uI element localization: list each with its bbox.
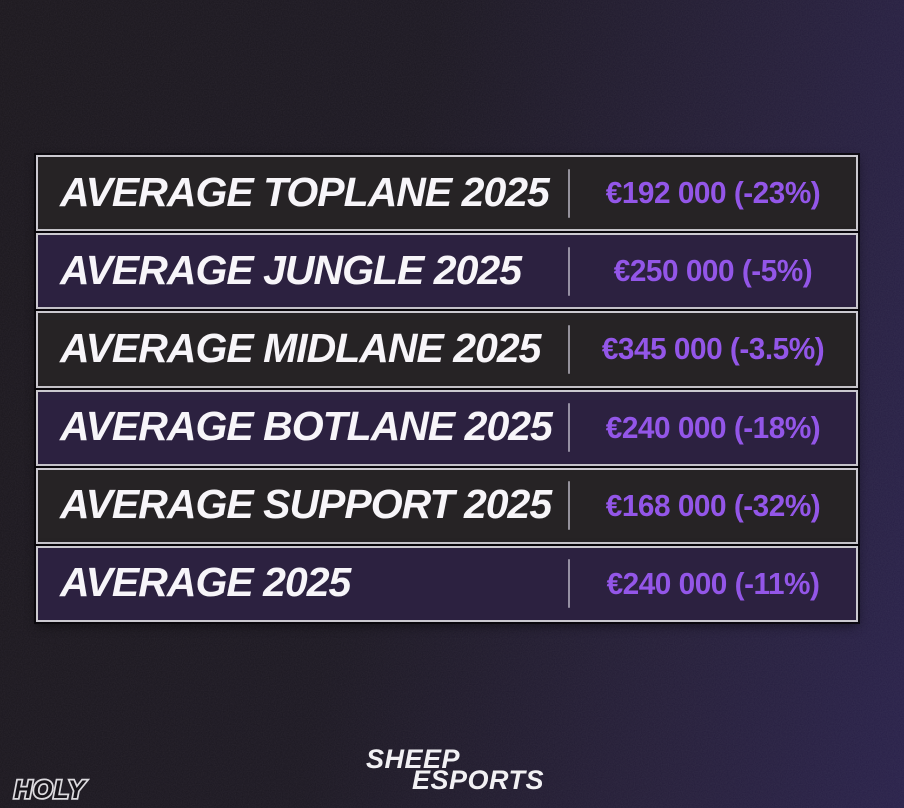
row-value: €192 000 (-23%) [605,175,821,211]
row-value: €250 000 (-5%) [613,253,813,289]
salary-table: AVERAGE TOPLANE 2025 €192 000 (-23%) AVE… [36,155,858,623]
column-divider [568,246,570,296]
watermark-text: HOLY [14,776,87,804]
row-label: AVERAGE TOPLANE 2025 [60,168,550,215]
row-label: AVERAGE BOTLANE 2025 [60,403,553,450]
table-row-support: AVERAGE SUPPORT 2025 €168 000 (-32%) [36,467,858,544]
row-label: AVERAGE MIDLANE 2025 [60,324,541,371]
table-row-jungle: AVERAGE JUNGLE 2025 €250 000 (-5%) [36,233,858,310]
row-label: AVERAGE JUNGLE 2025 [60,246,522,293]
column-divider [568,168,570,218]
logo-line-esports: ESPORTS [412,765,545,796]
column-divider [568,324,570,374]
row-value: €240 000 (-11%) [606,565,820,601]
table-row-toplane: AVERAGE TOPLANE 2025 €192 000 (-23%) [36,155,858,232]
table-row-botlane: AVERAGE BOTLANE 2025 €240 000 (-18%) [36,389,858,466]
logo-line-sheep: SHEEP [366,744,461,774]
sheep-esports-logo: SHEEP ESPORTS [366,744,545,796]
row-value: €345 000 (-3.5%) [601,331,825,367]
row-value: €240 000 (-18%) [605,409,821,445]
table-row-overall: AVERAGE 2025 €240 000 (-11%) [36,545,858,623]
column-divider [568,403,570,453]
row-label: AVERAGE 2025 [60,559,351,606]
column-divider [568,559,570,609]
row-label: AVERAGE SUPPORT 2025 [60,481,552,528]
holy-watermark: HOLY [12,774,87,806]
row-value: €168 000 (-32%) [605,487,821,523]
column-divider [568,481,570,531]
table-row-midlane: AVERAGE MIDLANE 2025 €345 000 (-3.5%) [36,311,858,388]
